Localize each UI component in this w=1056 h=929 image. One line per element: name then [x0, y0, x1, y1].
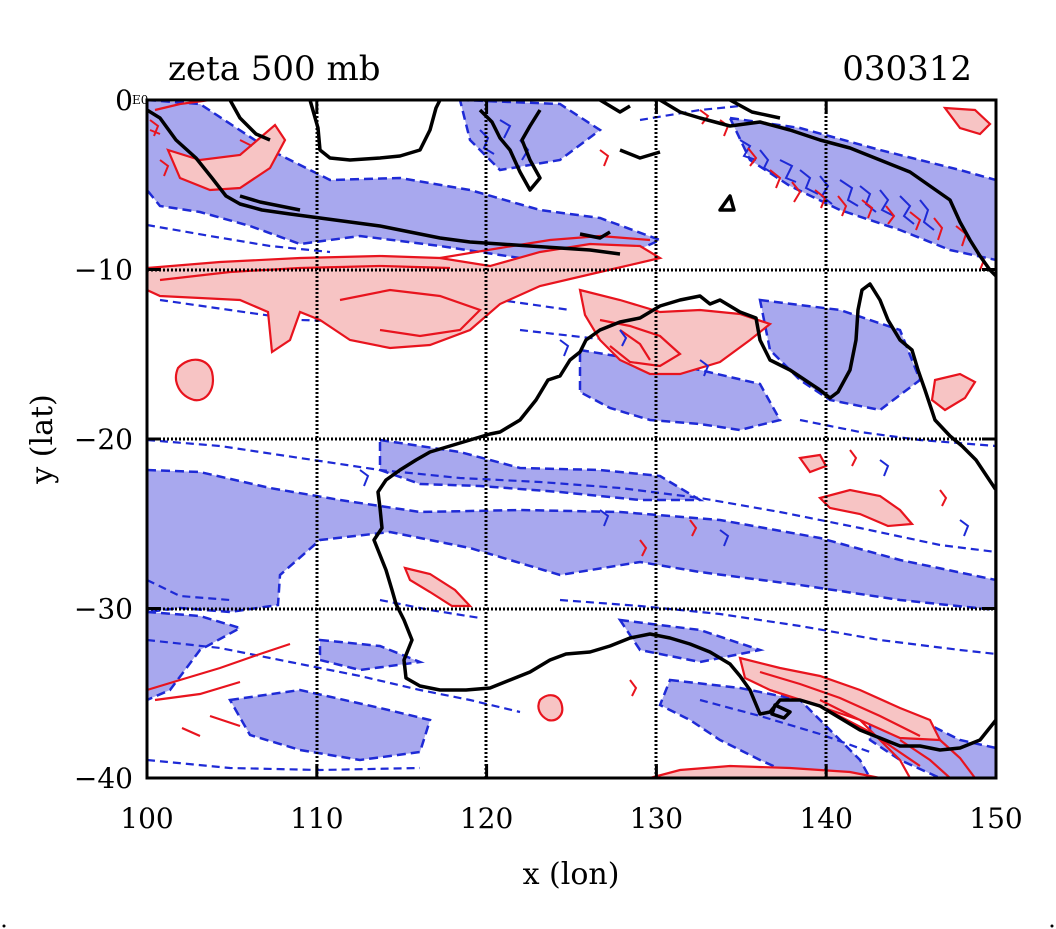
- y-tick-label: −40: [74, 762, 133, 795]
- y-axis-ticks: 0 −10 −20 −30 −40: [74, 84, 996, 795]
- x-tick-label: 100: [120, 802, 173, 835]
- x-tick-label: 120: [460, 802, 513, 835]
- x-tick-label: 150: [969, 802, 1022, 835]
- chart-date-label: 030312: [842, 49, 972, 89]
- coastline: [147, 100, 996, 752]
- corner-mark-left: [2, 924, 6, 928]
- x-axis-ticks: 100 110 120 130 140 150: [120, 100, 1023, 835]
- small-scale-vorticity-blue: [359, 119, 970, 547]
- y-axis-label: y (lat): [25, 394, 60, 484]
- x-tick-label: 140: [799, 802, 852, 835]
- x-axis-label: x (lon): [523, 857, 620, 892]
- positive-vorticity-contours: [147, 100, 976, 778]
- corner-mark-right: [1050, 924, 1054, 928]
- plot-area: [147, 100, 996, 778]
- y-tick-label: −10: [74, 254, 133, 287]
- y-tick-label: −20: [74, 423, 133, 456]
- x-tick-label: 110: [290, 802, 343, 835]
- chart-title: zeta 500 mb: [168, 49, 380, 89]
- grid-lines: [147, 100, 996, 778]
- corner-label: E0: [132, 93, 148, 107]
- y-tick-label: −30: [74, 593, 133, 626]
- x-tick-label: 130: [630, 802, 683, 835]
- y-tick-label: 0: [115, 84, 133, 117]
